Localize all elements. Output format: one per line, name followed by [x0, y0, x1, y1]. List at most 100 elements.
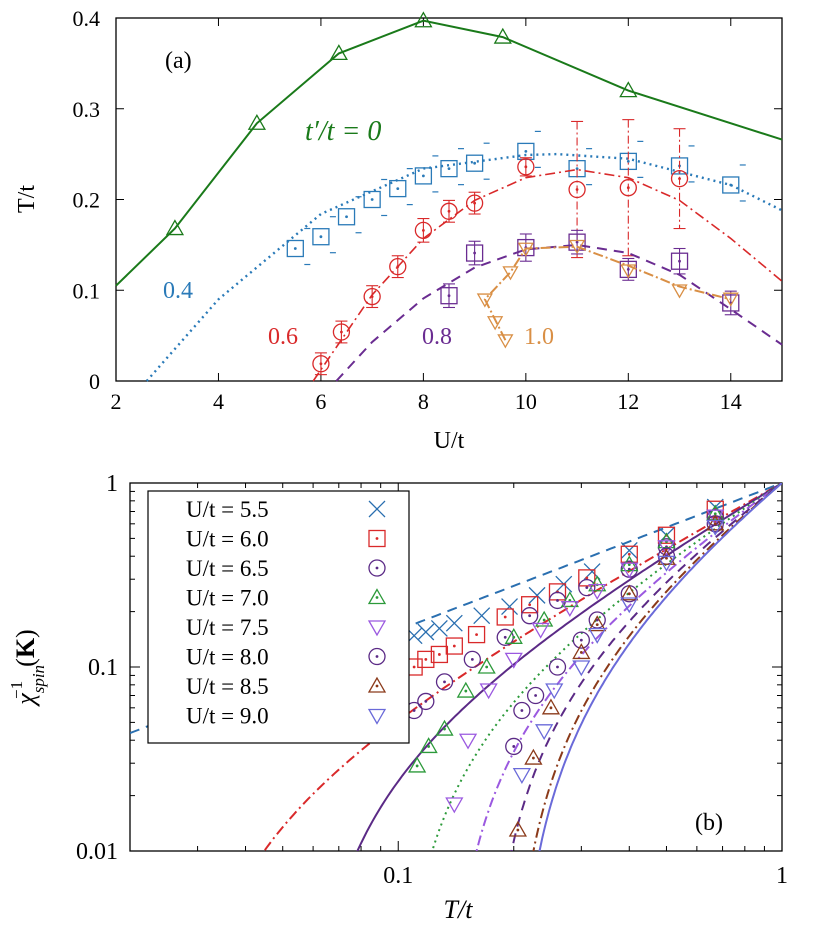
b-series-7-marker-dot: [665, 556, 668, 560]
b-series-6-marker: [505, 737, 523, 756]
b-legend-entry-label: U/t = 6.0: [186, 527, 269, 552]
b-series-4-marker: [535, 610, 554, 627]
a-x-tick-label: 8: [418, 389, 429, 414]
series-06-label: 0.6: [268, 324, 298, 350]
series-04-marker: [363, 190, 381, 209]
b-series-8-marker: [588, 627, 607, 644]
a-y-tick-label: 0.1: [73, 278, 101, 303]
b-series-3-marker-dot: [470, 657, 474, 661]
series-08-label: 0.8: [422, 324, 452, 350]
b-legend-entry-marker: [368, 559, 386, 577]
b-legend-entry-label: U/t = 6.5: [186, 556, 269, 581]
a-x-tick-label: 4: [213, 389, 224, 414]
b-series-5-marker: [458, 733, 478, 750]
b-series-5-marker: [588, 583, 607, 600]
b-series-8-marker: [535, 724, 554, 741]
series-04-marker-dot: [524, 150, 528, 153]
a-y-tick-label: 0.2: [73, 188, 101, 213]
series-06-marker: [568, 180, 586, 199]
panel-b-label: (b): [695, 810, 723, 836]
b-series-2-marker-dot: [528, 603, 532, 607]
b-series-4-marker: [504, 627, 523, 644]
a-y-tick-label: 0.3: [73, 97, 101, 122]
series-06-marker: [619, 179, 637, 197]
a-x-tick-label: 10: [515, 389, 537, 414]
b-series-6-marker-dot: [512, 745, 516, 748]
series-08-marker: [722, 294, 740, 312]
b-series-2-marker-dot: [475, 633, 478, 636]
series-08-marker-dot: [473, 251, 477, 255]
b-series-4-marker-dot: [443, 727, 446, 731]
series-10-marker: [486, 316, 504, 331]
b-series-7-marker: [706, 514, 725, 531]
b-series-7-marker: [620, 584, 639, 601]
b-series-3-marker-dot: [585, 586, 589, 590]
b-series-2-marker: [417, 650, 435, 669]
b-series-2-marker: [578, 569, 596, 587]
series-08-marker-dot: [447, 294, 451, 298]
b-series-8-marker: [512, 767, 532, 784]
b-x-tick-label: 0.1: [383, 863, 413, 889]
series-06-marker: [517, 158, 535, 176]
b-series-1-marker: [445, 614, 463, 632]
b-series-7-marker: [657, 548, 676, 565]
b-series-7-marker-dot: [627, 592, 631, 596]
b-series-5-marker: [560, 601, 579, 618]
panel-b-content: 0.1 10.010.11U/t = 5.5U/t = 6.0U/t = 6.5U…: [76, 471, 788, 889]
series-06-marker-dot: [370, 295, 374, 299]
series-04-marker: [414, 167, 433, 185]
series-04-marker: [722, 176, 740, 194]
b-series-1-marker: [430, 619, 448, 637]
series-08-marker-dot: [626, 267, 630, 271]
b-legend-entry-label: U/t = 8.0: [186, 645, 269, 670]
b-series-4-marker: [588, 575, 607, 592]
b-series-4-marker-dot: [485, 665, 489, 669]
series-tpt0-marker: [619, 81, 638, 98]
series-04-marker-dot: [421, 174, 425, 178]
b-series-4-marker-dot: [627, 563, 631, 567]
a-x-tick-label: 14: [720, 389, 742, 414]
b-series-1-marker: [620, 541, 638, 559]
series-10-marker: [502, 266, 519, 281]
b-series-7-marker: [541, 698, 561, 715]
a-y-tick-label: 0.4: [73, 6, 101, 31]
series-10-marker: [722, 292, 739, 307]
b-series-2-marker-dot: [412, 665, 416, 669]
series-10-marker: [620, 264, 637, 279]
series-tpt0-marker: [247, 113, 267, 130]
series-08-marker: [568, 233, 586, 251]
b-legend-entry-marker: [368, 647, 386, 666]
panel-a-x-axis-label: U/t: [434, 428, 465, 454]
b-series-6-marker-dot: [534, 694, 537, 697]
panel-a-y-axis-label: T/t: [14, 185, 40, 213]
series-04-marker-dot: [345, 215, 348, 219]
b-legend-entry-label: U/t = 5.5: [186, 497, 269, 522]
series-10-label: 1.0: [524, 324, 554, 350]
a-x-tick-label: 12: [617, 389, 639, 414]
b-series-2-marker: [496, 608, 514, 626]
b-series-4-fit-line: [431, 483, 782, 851]
b-series-3-marker-dot: [627, 567, 631, 571]
series-06-marker: [363, 287, 381, 306]
b-series-3-marker-dot: [503, 635, 507, 639]
b-series-4-marker: [456, 681, 475, 698]
svg-text:χspin−1(K): χspin−1(K): [7, 629, 48, 707]
b-legend-entry-marker: [367, 708, 387, 725]
series-08-marker-dot: [575, 240, 579, 244]
b-series-2-marker-dot: [585, 576, 589, 580]
series-06-marker: [312, 355, 330, 373]
b-series-7-marker-dot: [549, 706, 553, 710]
b-series-6-marker: [548, 658, 567, 676]
series-10-marker: [517, 242, 534, 257]
b-series-2-marker-dot: [503, 615, 507, 619]
b-legend-entry-marker: [367, 588, 387, 605]
series-06-marker: [465, 194, 484, 212]
series-04-marker: [670, 157, 689, 175]
b-series-4-marker: [419, 737, 438, 754]
series-06-marker: [332, 323, 351, 341]
series-08-fit-line: [335, 243, 783, 382]
panel-b-x-axis-label: T/t: [444, 895, 474, 924]
series-06-marker-dot: [626, 186, 630, 190]
series-06-marker: [414, 221, 433, 240]
